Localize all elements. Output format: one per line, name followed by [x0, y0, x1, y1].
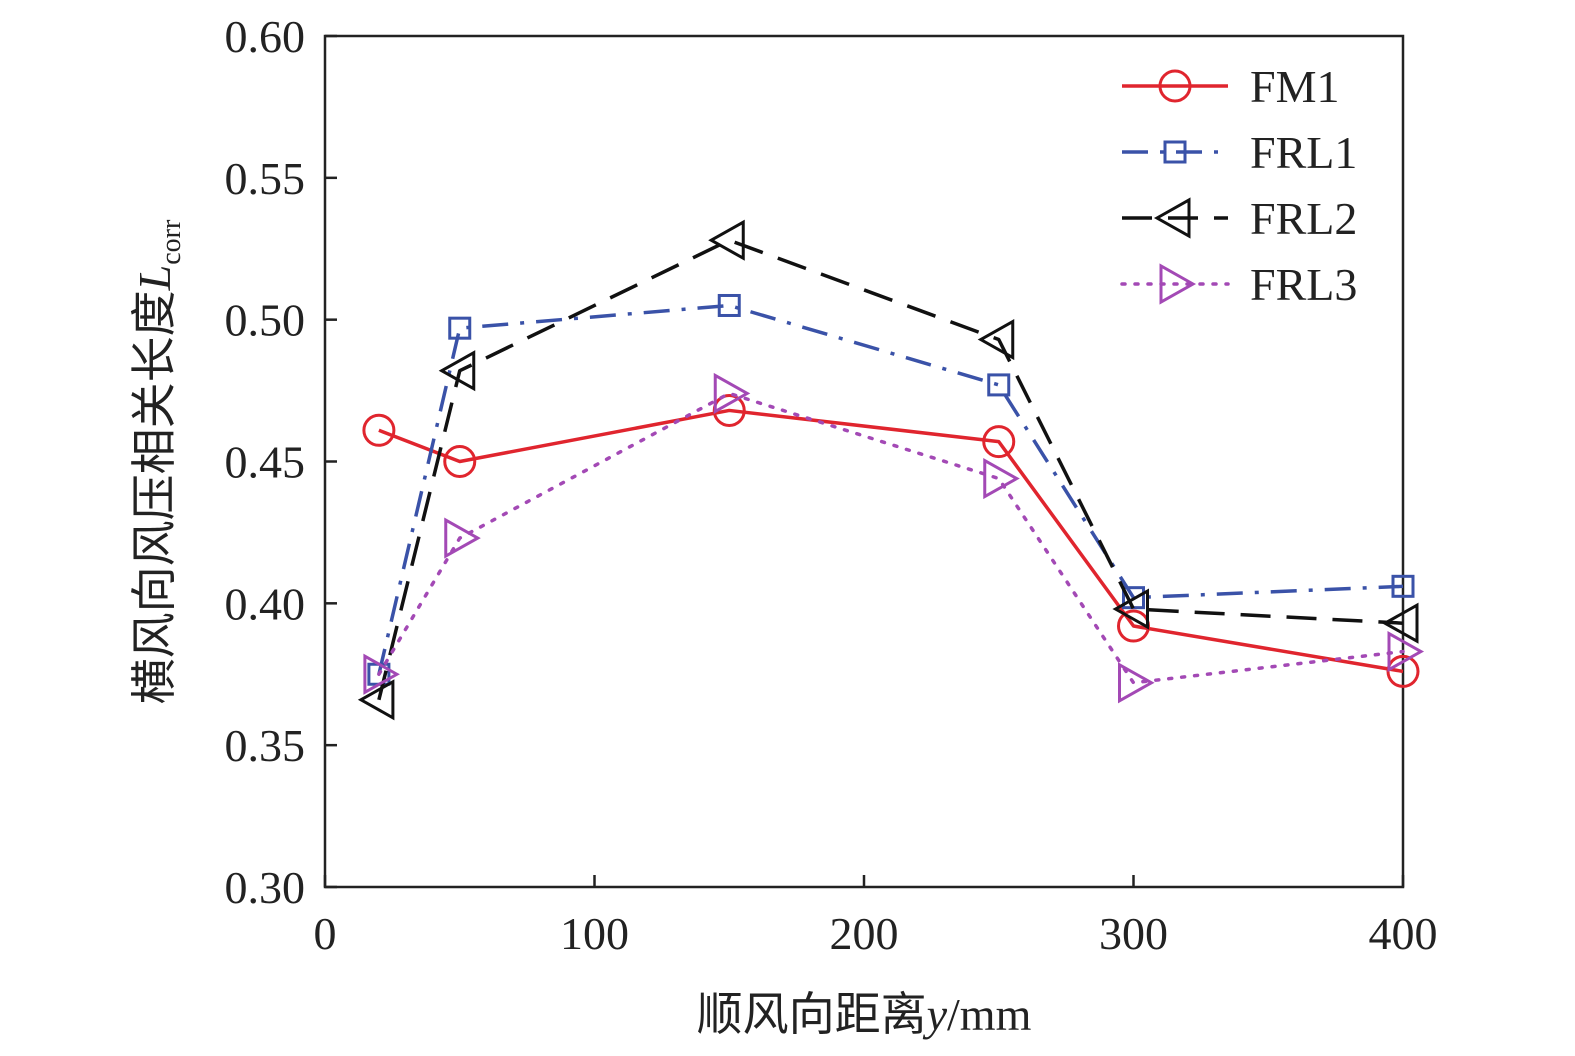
- data-point-frl2: [438, 350, 476, 392]
- legend-label: FRL2: [1250, 193, 1357, 244]
- series-line-frl3: [377, 391, 1405, 685]
- data-point-frl3: [713, 372, 751, 414]
- data-point-frl3: [1387, 630, 1425, 673]
- x-tick-label: 300: [1099, 908, 1168, 959]
- x-tick-label: 200: [830, 908, 899, 959]
- data-point-frl2: [1112, 588, 1149, 630]
- series-line-fm1: [378, 408, 1404, 674]
- series-line-frl2: [377, 238, 1404, 701]
- series-layer: [357, 219, 1425, 721]
- legend-item-frl3: FRL3: [1120, 259, 1357, 310]
- y-tick-label: 0.30: [225, 862, 306, 913]
- plot-frame: [323, 34, 1405, 889]
- x-axis-label-var: y: [923, 989, 948, 1040]
- data-point-frl2: [1381, 602, 1419, 644]
- data-point-frl2: [357, 679, 395, 721]
- legend-marker: [1153, 197, 1191, 239]
- series-frl3: [363, 372, 1425, 704]
- series-frl2: [357, 219, 1419, 721]
- y-tick-label: 0.35: [225, 720, 306, 771]
- series-line-frl1: [377, 303, 1404, 675]
- legend-marker: [1163, 140, 1187, 164]
- legend-item-frl2: FRL2: [1122, 193, 1357, 244]
- data-point-frl3: [1118, 662, 1155, 704]
- plot-border: [323, 34, 1405, 889]
- legend-label: FM1: [1250, 61, 1339, 112]
- x-axis-label-unit: /mm: [947, 989, 1032, 1040]
- x-tick-label: 100: [560, 908, 629, 959]
- data-point-frl3: [444, 517, 481, 559]
- data-point-fm1: [362, 413, 396, 447]
- data-point-frl1: [1391, 574, 1415, 598]
- x-axis-label: 顺风向距离y/mm: [697, 987, 1032, 1041]
- legend-label: FRL3: [1250, 259, 1357, 310]
- legend: FM1 FRL1 FRL2 FRL3: [1120, 61, 1357, 310]
- data-point-frl1: [448, 316, 472, 340]
- y-axis-label-var: L: [129, 265, 180, 292]
- y-tick-label: 0.40: [225, 578, 306, 629]
- y-tick-label: 0.50: [225, 295, 306, 346]
- series-fm1: [362, 393, 1420, 688]
- x-axis-label-main: 顺风向距离: [697, 987, 927, 1041]
- y-tick-label: 0.55: [225, 153, 306, 204]
- x-tick-label: 400: [1369, 908, 1438, 959]
- y-tick-label: 0.60: [225, 11, 306, 62]
- x-tick-label: 0: [314, 908, 337, 959]
- legend-marker: [1158, 69, 1192, 103]
- data-point-frl1: [987, 373, 1011, 397]
- data-point-frl1: [717, 293, 741, 317]
- y-axis-label-main: 横风向风压相关长度: [127, 290, 181, 704]
- y-axis-label-sub: corr: [156, 219, 187, 265]
- data-point-frl3: [983, 457, 1020, 500]
- data-point-fm1: [982, 425, 1016, 459]
- axis-ticks: 0 100 200 300 400 0.30 0.35 0.40 0.45 0.50 0.55 0.6…: [225, 11, 1438, 959]
- y-tick-label: 0.45: [225, 437, 306, 488]
- series-frl1: [367, 293, 1415, 686]
- legend-item-fm1: FM1: [1122, 61, 1339, 112]
- data-point-frl2: [708, 219, 745, 261]
- data-point-frl2: [977, 318, 1015, 361]
- data-point-frl3: [363, 653, 400, 695]
- data-point-fm1: [443, 445, 477, 478]
- y-axis-label: 横风向风压相关长度Lcorr: [127, 219, 187, 704]
- legend-marker: [1159, 263, 1197, 305]
- legend-label: FRL1: [1250, 127, 1357, 178]
- legend-item-frl1: FRL1: [1122, 127, 1357, 178]
